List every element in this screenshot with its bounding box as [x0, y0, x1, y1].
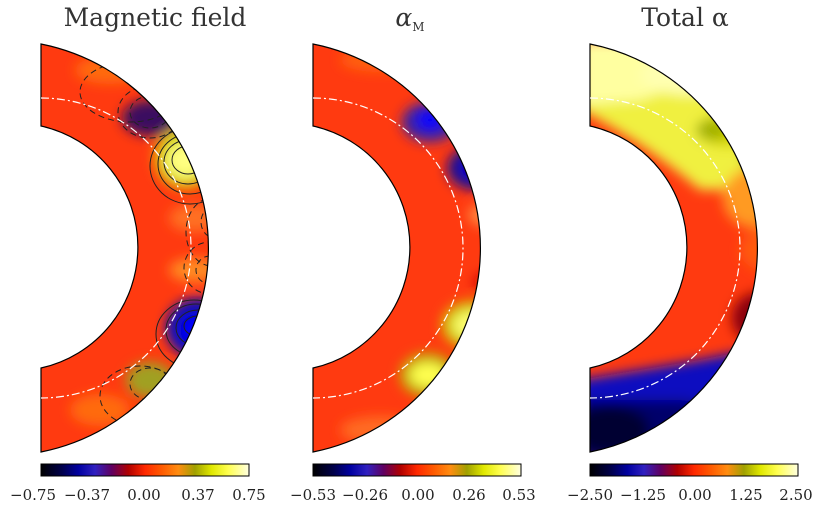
panel-alpha-m: αM −0.53 −0.26 0.00	[290, 3, 536, 504]
panel-total-alpha: Total α −2.50 −1.25 0.0	[567, 3, 813, 504]
colorbar-tick: 0.53	[502, 486, 535, 504]
colorbar-tick: −0.75	[10, 486, 56, 504]
title-alpha: α	[395, 3, 412, 32]
colorbar-tick: 2.50	[779, 486, 812, 504]
colorbar-tick: 0.26	[452, 486, 485, 504]
colorbar	[589, 463, 799, 477]
colorbar-tick: 0.37	[181, 486, 214, 504]
colorbar-tick: −2.50	[567, 486, 613, 504]
panel-title: Magnetic field	[64, 3, 247, 32]
colorbar-tick: −0.26	[342, 486, 388, 504]
colorbar-tick: 1.25	[729, 486, 762, 504]
colorbar-tick: 0.00	[401, 486, 434, 504]
colorbar-tick: 0.00	[127, 486, 160, 504]
title-subscript: M	[412, 20, 424, 34]
colorbar-tick: −0.37	[64, 486, 110, 504]
colorbar-tick: −0.53	[290, 486, 336, 504]
panel-magnetic-field: Magnetic field	[10, 3, 266, 504]
colorbar-tick: 0.00	[678, 486, 711, 504]
colorbar	[40, 463, 250, 477]
panel-title: αM	[395, 3, 424, 34]
panel-title: Total α	[641, 3, 729, 32]
colorbar-tick: 0.75	[232, 486, 265, 504]
colorbar-tick: −1.25	[620, 486, 666, 504]
colorbar	[312, 463, 522, 477]
